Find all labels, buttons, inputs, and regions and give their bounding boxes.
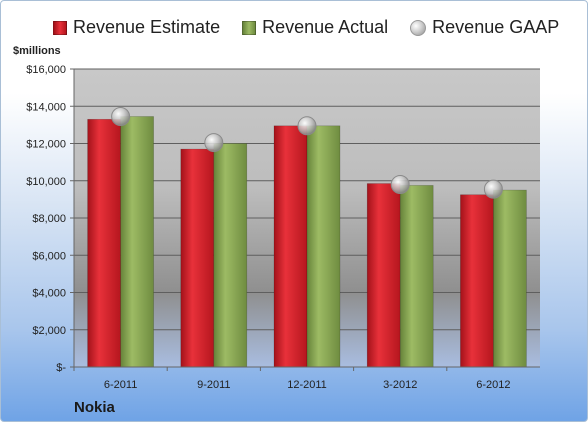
- bar-revenue-actual: [493, 189, 527, 368]
- legend-swatch-actual: [242, 20, 257, 35]
- y-tick-label: $4,000: [32, 288, 66, 300]
- legend-item-estimate: Revenue Estimate: [53, 17, 220, 38]
- y-tick-label: $2,000: [32, 325, 66, 337]
- legend-label-actual: Revenue Actual: [262, 17, 389, 37]
- legend-label-estimate: Revenue Estimate: [73, 17, 221, 37]
- legend-swatch-estimate: [53, 20, 67, 35]
- marker-revenue-gaap: [204, 133, 224, 153]
- marker-revenue-gaap: [483, 179, 503, 199]
- y-tick-label: $16,000: [26, 64, 66, 76]
- bar-revenue-actual: [213, 143, 248, 368]
- x-tick-label: 6-2012: [476, 379, 510, 391]
- gaap-markers: [111, 106, 503, 199]
- bar-revenue-estimate: [180, 148, 215, 368]
- bar-revenue-estimate: [366, 183, 401, 368]
- y-axis: $- $2,000 $4,000 $6,000 $8,000 $10,000 $12,000…: [26, 64, 75, 374]
- y-tick-label: $-: [56, 362, 66, 374]
- x-tick-label: 6-2011: [104, 379, 137, 391]
- x-tick-label: 9-2011: [197, 379, 230, 391]
- y-tick-label: $6,000: [32, 250, 66, 262]
- chart-title: Nokia: [74, 399, 115, 416]
- y-tick-label: $10,000: [26, 176, 66, 188]
- bar-revenue-estimate: [460, 194, 494, 368]
- bar-revenue-actual: [306, 125, 341, 368]
- bar-revenue-estimate: [273, 125, 308, 368]
- bar-revenue-actual: [120, 116, 154, 368]
- marker-revenue-gaap: [111, 106, 131, 126]
- y-tick-label: $12,000: [26, 139, 66, 151]
- x-tick-label: 3-2012: [383, 379, 417, 391]
- x-axis: 6-2011 9-2011 12-2011 3-2012 6-2012: [73, 366, 540, 391]
- bar-revenue-actual: [399, 185, 434, 368]
- marker-revenue-gaap: [297, 116, 317, 136]
- y-axis-unit-label: $millions: [13, 45, 61, 57]
- legend: Revenue Estimate Revenue Actual Revenue …: [53, 17, 559, 38]
- legend-item-actual: Revenue Actual: [242, 17, 388, 38]
- bar-revenue-estimate: [87, 118, 121, 368]
- legend-item-gaap: Revenue GAAP: [410, 17, 559, 38]
- bars: [87, 116, 527, 368]
- x-tick-label: 12-2011: [287, 379, 327, 391]
- y-tick-label: $8,000: [32, 213, 66, 225]
- y-tick-label: $14,000: [26, 101, 66, 113]
- marker-revenue-gaap: [390, 174, 410, 194]
- legend-swatch-gaap: [410, 19, 427, 36]
- legend-label-gaap: Revenue GAAP: [432, 17, 560, 37]
